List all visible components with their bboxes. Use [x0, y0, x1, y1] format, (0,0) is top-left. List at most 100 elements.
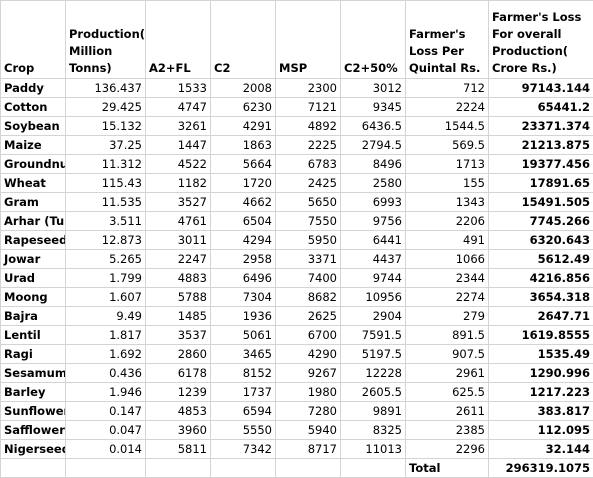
header-cell: Crop	[1, 1, 66, 79]
header-cell: MSP	[276, 1, 341, 79]
value-cell: 115.43	[66, 174, 146, 193]
value-cell: 3465	[211, 345, 276, 364]
crop-cell: Nigerseed	[1, 440, 66, 459]
header-cell: C2+50%	[341, 1, 406, 79]
value-cell: 7591.5	[341, 326, 406, 345]
value-cell: 1.799	[66, 269, 146, 288]
value-cell: 4853	[146, 402, 211, 421]
crop-cell: Lentil	[1, 326, 66, 345]
value-cell: 383.817	[489, 402, 593, 421]
value-cell: 5664	[211, 155, 276, 174]
value-cell: 19377.456	[489, 155, 593, 174]
value-cell: 3011	[146, 231, 211, 250]
value-cell: 3371	[276, 250, 341, 269]
value-cell: 1217.223	[489, 383, 593, 402]
value-cell: 2225	[276, 136, 341, 155]
value-cell: 4294	[211, 231, 276, 250]
value-cell: 23371.374	[489, 117, 593, 136]
value-cell: 9756	[341, 212, 406, 231]
value-cell: 1713	[406, 155, 489, 174]
empty-cell	[146, 459, 211, 478]
value-cell: 2605.5	[341, 383, 406, 402]
value-cell: 2961	[406, 364, 489, 383]
value-cell: 6320.643	[489, 231, 593, 250]
value-cell: 5.265	[66, 250, 146, 269]
value-cell: 0.047	[66, 421, 146, 440]
value-cell: 4761	[146, 212, 211, 231]
value-cell: 625.5	[406, 383, 489, 402]
crop-cell: Safflower	[1, 421, 66, 440]
data-row: Arhar (Tur)3.511476165047550975622067745…	[1, 212, 593, 231]
data-row: Rapeseed &12.87330114294595064414916320.…	[1, 231, 593, 250]
value-cell: 9267	[276, 364, 341, 383]
value-cell: 0.436	[66, 364, 146, 383]
crop-cell: Gram	[1, 193, 66, 212]
value-cell: 1.817	[66, 326, 146, 345]
value-cell: 7400	[276, 269, 341, 288]
value-cell: 7745.266	[489, 212, 593, 231]
crop-cell: Rapeseed &	[1, 231, 66, 250]
value-cell: 6230	[211, 98, 276, 117]
crop-cell: Groundnut	[1, 155, 66, 174]
value-cell: 5550	[211, 421, 276, 440]
value-cell: 5811	[146, 440, 211, 459]
value-cell: 1066	[406, 250, 489, 269]
value-cell: 6504	[211, 212, 276, 231]
value-cell: 8717	[276, 440, 341, 459]
value-cell: 5197.5	[341, 345, 406, 364]
value-cell: 15491.505	[489, 193, 593, 212]
value-cell: 5940	[276, 421, 341, 440]
value-cell: 32.144	[489, 440, 593, 459]
crop-cell: Soybean	[1, 117, 66, 136]
value-cell: 3.511	[66, 212, 146, 231]
value-cell: 8496	[341, 155, 406, 174]
value-cell: 4522	[146, 155, 211, 174]
value-cell: 7304	[211, 288, 276, 307]
value-cell: 569.5	[406, 136, 489, 155]
value-cell: 9.49	[66, 307, 146, 326]
value-cell: 17891.65	[489, 174, 593, 193]
value-cell: 7121	[276, 98, 341, 117]
value-cell: 712	[406, 79, 489, 98]
value-cell: 1239	[146, 383, 211, 402]
value-cell: 5788	[146, 288, 211, 307]
value-cell: 6178	[146, 364, 211, 383]
value-cell: 1.607	[66, 288, 146, 307]
value-cell: 7342	[211, 440, 276, 459]
value-cell: 1290.996	[489, 364, 593, 383]
value-cell: 279	[406, 307, 489, 326]
empty-cell	[66, 459, 146, 478]
value-cell: 1485	[146, 307, 211, 326]
crop-cell: Paddy	[1, 79, 66, 98]
value-cell: 1619.8555	[489, 326, 593, 345]
value-cell: 3527	[146, 193, 211, 212]
value-cell: 2625	[276, 307, 341, 326]
value-cell: 6993	[341, 193, 406, 212]
total-value: 296319.1075	[489, 459, 593, 478]
value-cell: 155	[406, 174, 489, 193]
value-cell: 6594	[211, 402, 276, 421]
value-cell: 5650	[276, 193, 341, 212]
value-cell: 2647.71	[489, 307, 593, 326]
value-cell: 2794.5	[341, 136, 406, 155]
crop-cell: Bajra	[1, 307, 66, 326]
value-cell: 4216.856	[489, 269, 593, 288]
value-cell: 112.095	[489, 421, 593, 440]
header-cell: Production( Million Tonns)	[66, 1, 146, 79]
value-cell: 1535.49	[489, 345, 593, 364]
value-cell: 8325	[341, 421, 406, 440]
value-cell: 97143.144	[489, 79, 593, 98]
value-cell: 2860	[146, 345, 211, 364]
